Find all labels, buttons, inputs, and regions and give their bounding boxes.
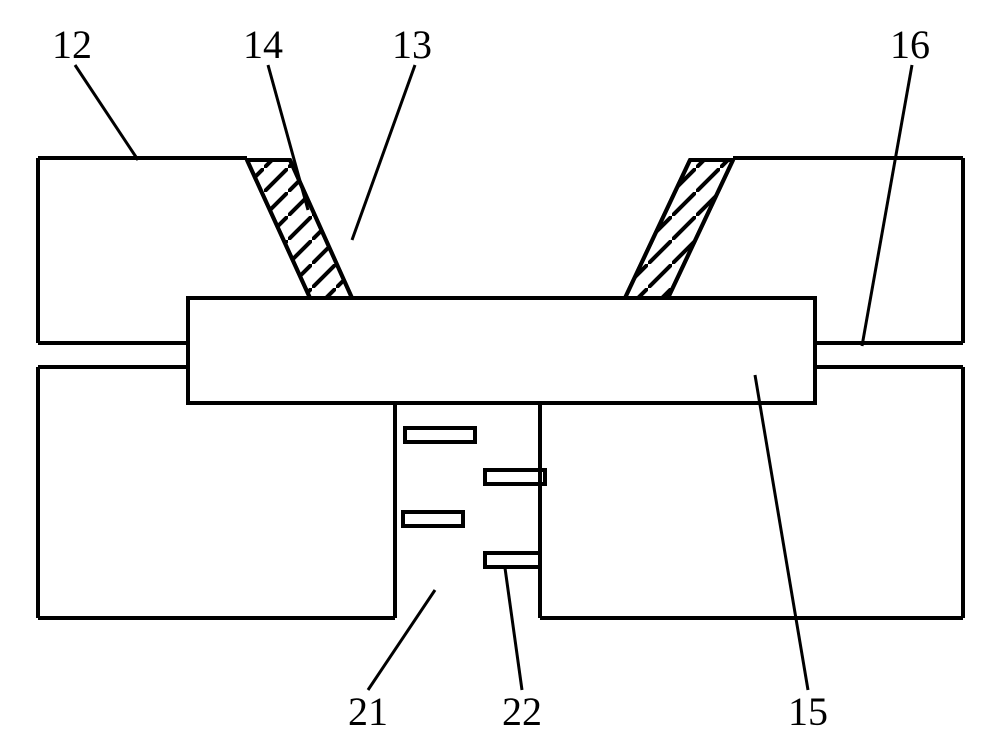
leader-l13 bbox=[352, 65, 415, 240]
label-12: 12 bbox=[52, 22, 92, 67]
label-13: 13 bbox=[392, 22, 432, 67]
leader-l15 bbox=[755, 375, 808, 690]
label-14: 14 bbox=[243, 22, 283, 67]
baffle-3 bbox=[403, 512, 463, 526]
leader-l21 bbox=[368, 590, 435, 690]
mid-box bbox=[188, 298, 815, 403]
leader-l16 bbox=[862, 65, 912, 346]
baffle-2 bbox=[485, 470, 545, 484]
label-22: 22 bbox=[502, 689, 542, 734]
label-21: 21 bbox=[348, 689, 388, 734]
leader-l12 bbox=[75, 65, 138, 160]
baffle-1 bbox=[405, 428, 475, 442]
label-15: 15 bbox=[788, 689, 828, 734]
leader-l22 bbox=[505, 568, 522, 690]
baffle-4 bbox=[485, 553, 540, 567]
label-16: 16 bbox=[890, 22, 930, 67]
